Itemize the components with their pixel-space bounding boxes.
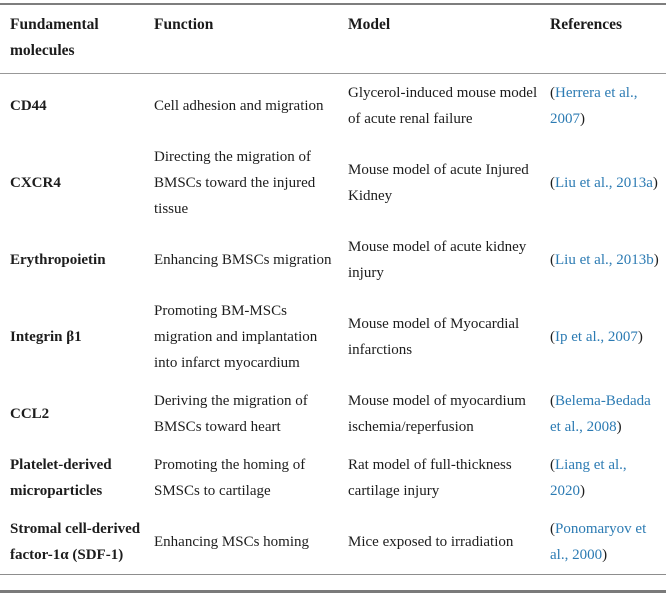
function-cell: Cell adhesion and migration	[154, 98, 324, 114]
reference-cell: (Belema-Bedada et al., 2008)	[550, 382, 666, 446]
reference-cell: (Ip et al., 2007)	[550, 292, 666, 382]
molecule-cell: CD44	[10, 98, 47, 114]
reference-cell: (Liu et al., 2013a)	[550, 138, 666, 228]
reference-paren-close: )	[637, 329, 643, 345]
table-header-row: Fundamental molecules Function Model Ref…	[0, 4, 666, 74]
reference-paren-open: (	[550, 393, 555, 409]
model-cell: Mouse model of acute Injured Kidney	[348, 162, 529, 204]
reference-paren-open: (	[550, 85, 555, 101]
header-model: Model	[348, 4, 550, 74]
function-cell: Promoting the homing of SMSCs to cartila…	[154, 457, 306, 499]
model-cell: Rat model of full-thickness cartilage in…	[348, 457, 512, 499]
reference-paren-close: )	[580, 111, 585, 127]
table-row: Stromal cell-derived factor-1α (SDF-1) E…	[0, 510, 666, 575]
molecule-cell: Erythropoietin	[10, 252, 106, 268]
reference-paren-open: (	[550, 252, 555, 268]
molecule-cell: Stromal cell-derived factor-1α (SDF-1)	[0, 510, 154, 575]
function-cell: Promoting BM-MSCs migration and implanta…	[154, 303, 318, 371]
reference-paren-close: )	[580, 483, 585, 499]
reference-cell: (Herrera et al., 2007)	[550, 74, 666, 139]
model-cell: Glycerol-induced mouse model of acute re…	[348, 85, 538, 127]
reference-link[interactable]: Liu et al., 2013b	[555, 252, 654, 268]
model-cell: Mice exposed to irradiation	[348, 510, 550, 575]
molecule-cell: CCL2	[10, 406, 50, 422]
table-row: Erythropoietin Enhancing BMSCs migration…	[0, 228, 666, 292]
reference-paren-close: )	[602, 547, 608, 563]
function-cell: Directing the migration of BMSCs toward …	[154, 149, 316, 217]
paper-table-page: Fundamental molecules Function Model Ref…	[0, 3, 666, 593]
table-row: CCL2 Deriving the migration of BMSCs tow…	[0, 382, 666, 446]
model-cell: Mouse model of Myocardial infarctions	[348, 316, 520, 358]
model-cell: Mouse model of myocardium ischemia/reper…	[348, 393, 526, 435]
fundamental-molecules-table: Fundamental molecules Function Model Ref…	[0, 3, 666, 575]
table-row: CXCR4 Directing the migration of BMSCs t…	[0, 138, 666, 228]
bottom-separator-rule	[0, 590, 666, 593]
reference-link[interactable]: Liang et al., 2020	[550, 457, 627, 499]
reference-cell: (Liang et al., 2020)	[550, 446, 666, 510]
reference-cell: (Ponomaryov et al., 2000)	[550, 510, 666, 575]
reference-cell: (Liu et al., 2013b)	[550, 228, 666, 292]
reference-paren-close: )	[616, 419, 622, 435]
molecule-cell: CXCR4	[10, 175, 61, 191]
table-row: Integrin β1 Promoting BM-MSCs migration …	[0, 292, 666, 382]
reference-paren-close: )	[652, 175, 658, 191]
function-cell: Enhancing MSCs homing	[154, 510, 348, 575]
function-cell: Enhancing BMSCs migration	[154, 252, 332, 268]
reference-link[interactable]: Ponomaryov et al., 2000	[550, 521, 647, 563]
molecule-cell: Platelet-derived microparticles	[10, 457, 112, 499]
reference-paren-open: (	[550, 329, 555, 345]
header-references: References	[550, 4, 666, 74]
table-row: CD44 Cell adhesion and migration Glycero…	[0, 74, 666, 139]
table-row: Platelet-derived microparticles Promotin…	[0, 446, 666, 510]
molecule-cell: Integrin β1	[10, 329, 82, 345]
model-cell: Mouse model of acute kidney injury	[348, 239, 527, 281]
reference-paren-close: )	[653, 252, 659, 268]
reference-paren-open: (	[550, 521, 555, 537]
reference-paren-open: (	[550, 175, 555, 191]
reference-link[interactable]: Liu et al., 2013a	[555, 175, 653, 191]
header-function: Function	[154, 4, 348, 74]
reference-link[interactable]: Ip et al., 2007	[555, 329, 638, 345]
reference-link[interactable]: Belema-Bedada et al., 2008	[550, 393, 651, 435]
reference-paren-open: (	[550, 457, 555, 473]
function-cell: Deriving the migration of BMSCs toward h…	[154, 393, 308, 435]
header-fundamental-molecules: Fundamental molecules	[0, 4, 154, 74]
reference-link[interactable]: Herrera et al., 2007	[550, 85, 638, 127]
